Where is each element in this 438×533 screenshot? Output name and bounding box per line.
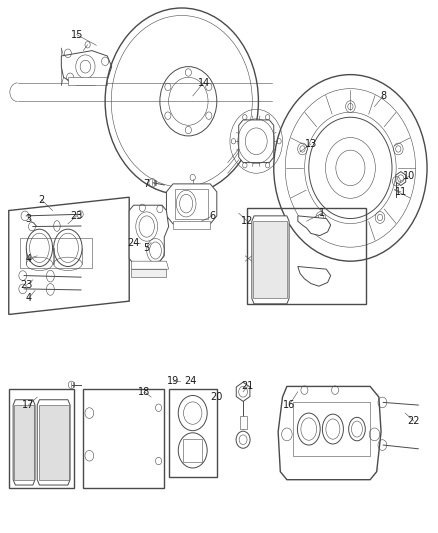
Bar xyxy=(83,389,164,488)
Text: 11: 11 xyxy=(395,187,407,197)
Bar xyxy=(20,238,92,268)
Text: 23: 23 xyxy=(71,211,83,221)
Bar xyxy=(253,221,287,298)
Polygon shape xyxy=(68,77,107,85)
Polygon shape xyxy=(149,240,162,248)
Text: 6: 6 xyxy=(209,211,215,221)
Polygon shape xyxy=(298,266,331,286)
Bar xyxy=(9,389,74,488)
Text: 4: 4 xyxy=(25,294,32,303)
Text: 7: 7 xyxy=(144,179,150,189)
Text: 8: 8 xyxy=(380,91,386,101)
Polygon shape xyxy=(166,184,217,224)
Bar xyxy=(39,405,69,480)
Text: 3: 3 xyxy=(25,214,32,223)
Bar xyxy=(240,416,247,429)
Bar xyxy=(183,439,202,462)
Polygon shape xyxy=(173,221,210,229)
Polygon shape xyxy=(131,261,169,269)
Text: 20: 20 xyxy=(211,392,223,402)
Text: 23: 23 xyxy=(20,280,32,290)
Polygon shape xyxy=(37,400,70,485)
Polygon shape xyxy=(247,208,366,304)
Polygon shape xyxy=(298,216,331,236)
Polygon shape xyxy=(9,197,129,314)
Text: 22: 22 xyxy=(408,416,420,426)
Bar xyxy=(169,389,217,477)
Text: 17: 17 xyxy=(22,400,35,410)
Text: 5: 5 xyxy=(144,243,150,253)
Polygon shape xyxy=(175,189,208,219)
Polygon shape xyxy=(129,205,169,264)
Text: 18: 18 xyxy=(138,387,151,397)
Text: 14: 14 xyxy=(198,78,210,87)
Polygon shape xyxy=(131,269,166,277)
Text: 24: 24 xyxy=(127,238,140,247)
Polygon shape xyxy=(278,386,381,480)
Polygon shape xyxy=(236,382,250,401)
Bar xyxy=(14,405,34,480)
Text: 19: 19 xyxy=(167,376,179,386)
Text: 12: 12 xyxy=(241,216,254,226)
Bar xyxy=(293,402,370,456)
Text: 15: 15 xyxy=(71,30,83,39)
Polygon shape xyxy=(396,172,406,185)
Text: 1: 1 xyxy=(319,208,325,218)
Text: 21: 21 xyxy=(241,382,254,391)
Polygon shape xyxy=(61,51,112,85)
Text: 10: 10 xyxy=(403,171,416,181)
Text: 16: 16 xyxy=(283,400,295,410)
Text: 24: 24 xyxy=(184,376,197,386)
Polygon shape xyxy=(252,216,289,304)
Text: 2: 2 xyxy=(39,195,45,205)
Polygon shape xyxy=(13,400,35,485)
Text: 13: 13 xyxy=(305,139,317,149)
Polygon shape xyxy=(239,120,274,163)
Text: 4: 4 xyxy=(25,254,32,263)
